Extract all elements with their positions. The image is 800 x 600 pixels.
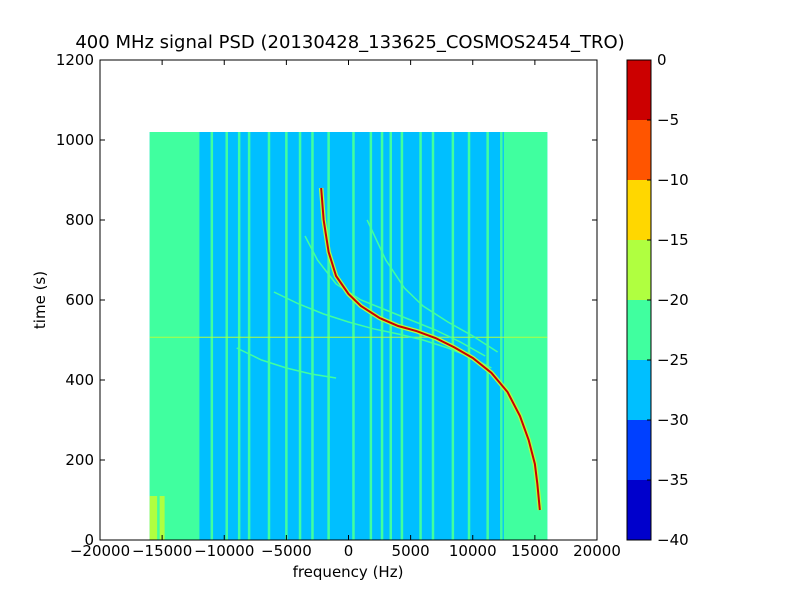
colorbar-tick-label: −40: [657, 531, 689, 549]
x-axis-ticks: −20000 −15000 −10000 −5000 0 5000 10000 15000 20…: [70, 60, 621, 560]
x-tick-label: −20000: [70, 542, 130, 560]
y-tick-label: 800: [65, 211, 94, 229]
y-axis-label: time (s): [31, 271, 49, 329]
faint-doppler-track: [236, 347, 337, 379]
colorbar-segment: [627, 240, 651, 300]
doppler-track: [320, 187, 541, 511]
y-tick-label: 200: [65, 451, 94, 469]
faint-doppler-track: [304, 235, 486, 357]
y-tick-label: 0: [84, 531, 94, 549]
colorbar-tick-label: −15: [657, 231, 689, 249]
colorbar: −40 −35 −30 −25 −20 −15 −10 −5 0: [626, 51, 689, 549]
y-axis-ticks: 0 200 400 600 800 1000 1200: [56, 51, 597, 549]
x-tick-label: 15000: [511, 542, 559, 560]
colorbar-segment: [627, 120, 651, 180]
colorbar-tick-label: −10: [657, 171, 689, 189]
spectrogram-image: [149, 132, 548, 540]
x-tick-label: 20000: [573, 542, 621, 560]
plot-area: −20000 −15000 −10000 −5000 0 5000 10000 15000 20…: [56, 51, 621, 560]
x-tick-label: −5000: [261, 542, 312, 560]
x-tick-label: −15000: [132, 542, 192, 560]
x-tick-label: 0: [344, 542, 354, 560]
colorbar-tick-label: 0: [657, 51, 667, 69]
colorbar-segment: [627, 300, 651, 360]
colorbar-tick-label: −35: [657, 471, 689, 489]
colorbar-tick-label: −30: [657, 411, 689, 429]
colorbar-segment: [627, 480, 651, 540]
x-axis-label: frequency (Hz): [293, 563, 404, 581]
y-tick-label: 1200: [56, 51, 94, 69]
chart-title: 400 MHz signal PSD (20130428_133625_COSM…: [75, 32, 624, 53]
x-tick-label: 5000: [392, 542, 430, 560]
y-tick-label: 1000: [56, 131, 94, 149]
colorbar-tick-label: −25: [657, 351, 689, 369]
colorbar-segment: [627, 360, 651, 420]
x-tick-label: −10000: [194, 542, 254, 560]
y-tick-label: 600: [65, 291, 94, 309]
colorbar-segment: [627, 180, 651, 240]
psd-background-region: [149, 132, 548, 540]
faint-doppler-track: [366, 219, 499, 353]
colorbar-tick-label: −5: [657, 111, 679, 129]
colorbar-segment: [627, 60, 651, 120]
x-tick-label: 10000: [449, 542, 497, 560]
y-tick-label: 400: [65, 371, 94, 389]
colorbar-tick-label: −20: [657, 291, 689, 309]
psd-edge-band: [503, 132, 548, 540]
colorbar-segment: [627, 420, 651, 480]
